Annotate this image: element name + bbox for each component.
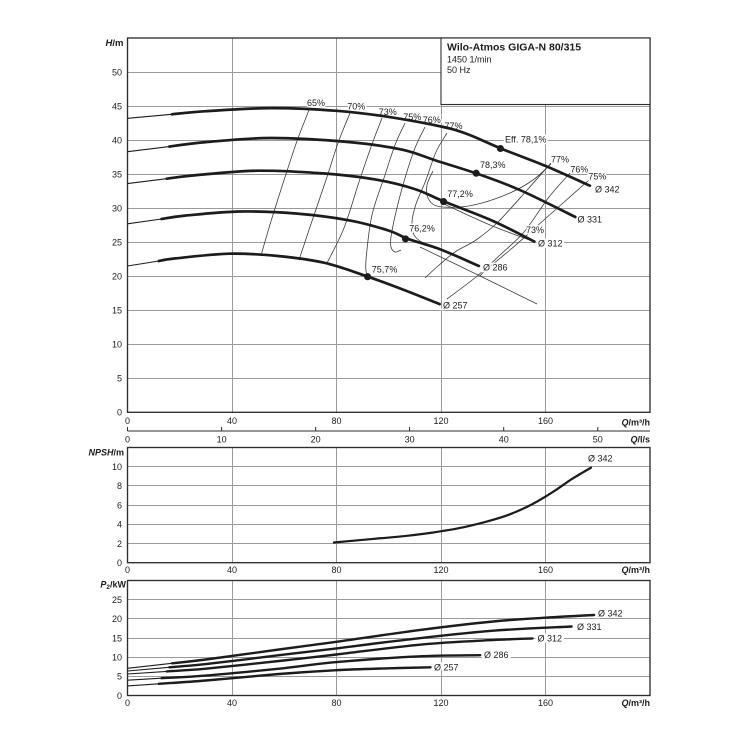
svg-text:0: 0 [125, 565, 130, 575]
svg-text:25: 25 [112, 238, 122, 248]
svg-text:50 Hz: 50 Hz [447, 65, 471, 75]
svg-text:0: 0 [117, 408, 122, 418]
svg-text:160: 160 [538, 416, 553, 426]
svg-text:Ø 312: Ø 312 [538, 633, 563, 643]
svg-text:Ø 342: Ø 342 [588, 454, 613, 464]
svg-text:10: 10 [112, 462, 122, 472]
svg-text:120: 120 [433, 416, 448, 426]
svg-text:50: 50 [593, 435, 603, 445]
svg-text:30: 30 [405, 435, 415, 445]
svg-text:Q/m³/h: Q/m³/h [621, 565, 650, 575]
svg-text:70%: 70% [347, 102, 365, 112]
svg-text:Q/m³/h: Q/m³/h [621, 417, 650, 427]
svg-text:75,7%: 75,7% [372, 264, 398, 274]
svg-text:120: 120 [433, 698, 448, 708]
svg-text:10: 10 [112, 340, 122, 350]
svg-text:35: 35 [112, 169, 122, 179]
svg-text:1450 1/min: 1450 1/min [447, 54, 492, 64]
svg-text:Ø 342: Ø 342 [598, 608, 623, 618]
svg-text:80: 80 [331, 565, 341, 575]
svg-text:15: 15 [112, 633, 122, 643]
svg-text:Ø 286: Ø 286 [484, 650, 509, 660]
svg-text:0: 0 [125, 416, 130, 426]
svg-text:Ø 286: Ø 286 [483, 263, 508, 273]
svg-text:6: 6 [117, 500, 122, 510]
svg-text:Ø 331: Ø 331 [577, 622, 602, 632]
svg-text:0: 0 [117, 558, 122, 568]
svg-text:8: 8 [117, 481, 122, 491]
svg-text:20: 20 [311, 435, 321, 445]
svg-text:Ø 257: Ø 257 [434, 662, 459, 672]
svg-text:Ø 257: Ø 257 [443, 301, 468, 311]
svg-text:40: 40 [227, 565, 237, 575]
svg-text:NPSH/m: NPSH/m [88, 447, 124, 457]
svg-text:2: 2 [117, 539, 122, 549]
svg-text:40: 40 [499, 435, 509, 445]
svg-text:5: 5 [117, 672, 122, 682]
svg-text:75%: 75% [588, 172, 606, 182]
svg-text:45: 45 [112, 101, 122, 111]
svg-text:30: 30 [112, 203, 122, 213]
svg-text:80: 80 [331, 698, 341, 708]
svg-text:P2/kW: P2/kW [100, 580, 126, 592]
svg-text:5: 5 [117, 374, 122, 384]
svg-text:77,2%: 77,2% [447, 189, 473, 199]
svg-text:0: 0 [125, 698, 130, 708]
svg-text:76%: 76% [570, 165, 588, 175]
svg-text:76,2%: 76,2% [409, 223, 435, 233]
svg-text:0: 0 [117, 691, 122, 701]
svg-text:Q/l/s: Q/l/s [630, 435, 650, 445]
svg-text:120: 120 [433, 565, 448, 575]
svg-text:Eff. 78,1%: Eff. 78,1% [505, 135, 546, 145]
svg-text:0: 0 [125, 435, 130, 445]
svg-text:25: 25 [112, 595, 122, 605]
svg-text:78,3%: 78,3% [480, 160, 506, 170]
svg-text:Ø 312: Ø 312 [538, 238, 563, 248]
svg-text:73%: 73% [526, 225, 544, 235]
svg-text:20: 20 [112, 272, 122, 282]
svg-text:Wilo-Atmos GIGA-N 80/315: Wilo-Atmos GIGA-N 80/315 [447, 42, 581, 54]
svg-text:160: 160 [538, 698, 553, 708]
svg-text:20: 20 [112, 614, 122, 624]
svg-text:10: 10 [112, 653, 122, 663]
svg-text:4: 4 [117, 520, 122, 530]
svg-text:Ø 331: Ø 331 [578, 214, 603, 224]
svg-text:77%: 77% [551, 155, 569, 165]
svg-text:40: 40 [227, 698, 237, 708]
svg-text:Q/m³/h: Q/m³/h [621, 698, 650, 708]
svg-text:160: 160 [538, 565, 553, 575]
svg-text:65%: 65% [307, 98, 325, 108]
svg-text:10: 10 [217, 435, 227, 445]
svg-text:50: 50 [112, 67, 122, 77]
svg-text:80: 80 [331, 416, 341, 426]
svg-text:Ø 342: Ø 342 [595, 184, 620, 194]
svg-text:40: 40 [227, 416, 237, 426]
svg-text:15: 15 [112, 306, 122, 316]
svg-text:H/m: H/m [106, 38, 124, 49]
svg-text:40: 40 [112, 135, 122, 145]
